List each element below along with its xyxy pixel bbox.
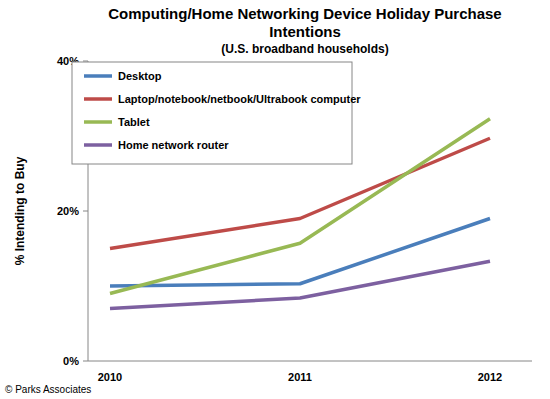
- y-tick: [83, 211, 88, 212]
- chart-subtitle: (U.S. broadband households): [221, 42, 388, 56]
- y-axis-label: % Intending to Buy: [13, 156, 27, 265]
- legend: Desktop Laptop/notebook/netbook/Ultrabook…: [72, 62, 361, 164]
- legend-label: Laptop/notebook/netbook/Ultrabook comput…: [118, 93, 361, 105]
- legend-swatch: [84, 74, 112, 78]
- title-line: Computing/Home Networking Device Holiday…: [108, 5, 501, 22]
- legend-box: [72, 62, 352, 164]
- y-tick: [83, 61, 88, 62]
- legend-swatch: [84, 120, 112, 124]
- chart-container: Computing/Home Networking Device Holiday…: [0, 0, 550, 399]
- y-tick-label: 0%: [63, 355, 79, 367]
- legend-label: Desktop: [118, 70, 162, 82]
- y-tick-label: 20%: [57, 205, 79, 217]
- chart-title: Computing/Home Networking Device Holiday…: [108, 5, 501, 40]
- x-tick-label: 2011: [288, 371, 312, 383]
- y-tick: [83, 361, 88, 362]
- series-line: [110, 261, 490, 308]
- series-line: [110, 219, 490, 287]
- x-tick-label: 2012: [478, 371, 502, 383]
- source-note: © Parks Associates: [5, 384, 91, 395]
- legend-label: Home network router: [118, 139, 229, 151]
- x-tick-label: 2010: [98, 371, 122, 383]
- legend-label: Tablet: [118, 116, 150, 128]
- title-line: Intentions: [269, 23, 341, 40]
- legend-swatch: [84, 143, 112, 147]
- legend-swatch: [84, 97, 112, 101]
- x-axis: [88, 361, 532, 362]
- chart-svg: Computing/Home Networking Device Holiday…: [0, 0, 550, 399]
